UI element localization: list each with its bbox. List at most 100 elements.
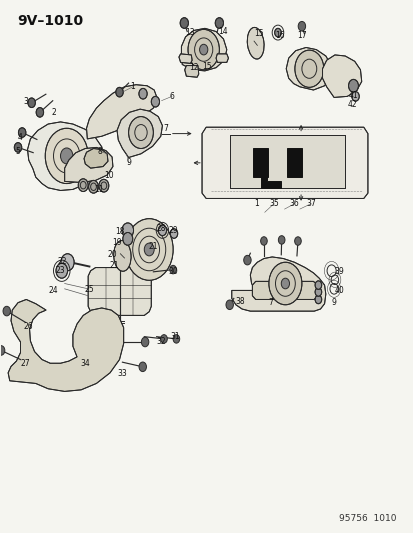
Circle shape bbox=[280, 278, 289, 289]
Polygon shape bbox=[231, 257, 325, 311]
Text: 13: 13 bbox=[185, 28, 194, 37]
Circle shape bbox=[294, 237, 301, 245]
Circle shape bbox=[139, 88, 147, 99]
Text: 5: 5 bbox=[16, 147, 20, 156]
Polygon shape bbox=[117, 109, 162, 158]
Bar bbox=[253, 148, 267, 177]
Text: 27: 27 bbox=[21, 359, 30, 368]
Text: 37: 37 bbox=[305, 199, 315, 208]
Polygon shape bbox=[322, 55, 361, 98]
Polygon shape bbox=[86, 85, 157, 139]
Circle shape bbox=[274, 28, 280, 37]
Circle shape bbox=[139, 362, 146, 372]
Circle shape bbox=[314, 295, 321, 304]
Text: 41: 41 bbox=[348, 91, 357, 100]
Circle shape bbox=[297, 21, 305, 31]
Text: 23: 23 bbox=[56, 266, 65, 275]
Text: 4: 4 bbox=[18, 133, 23, 142]
Circle shape bbox=[3, 306, 10, 316]
Circle shape bbox=[268, 262, 301, 305]
Text: 35: 35 bbox=[268, 199, 278, 208]
Circle shape bbox=[99, 179, 109, 192]
Text: 6: 6 bbox=[169, 92, 174, 101]
Text: 95756  1010: 95756 1010 bbox=[339, 514, 396, 523]
Text: 39: 39 bbox=[333, 268, 343, 276]
Circle shape bbox=[158, 225, 166, 236]
Text: 18: 18 bbox=[114, 228, 124, 237]
Circle shape bbox=[144, 243, 154, 256]
Polygon shape bbox=[27, 122, 104, 190]
Circle shape bbox=[36, 108, 43, 117]
Circle shape bbox=[125, 219, 173, 280]
Circle shape bbox=[278, 236, 284, 244]
Polygon shape bbox=[260, 163, 280, 188]
Circle shape bbox=[123, 232, 133, 245]
Circle shape bbox=[160, 335, 167, 343]
Circle shape bbox=[116, 87, 123, 97]
Text: 15: 15 bbox=[202, 62, 211, 71]
Text: 9: 9 bbox=[331, 298, 336, 307]
Circle shape bbox=[314, 288, 321, 296]
Text: 11: 11 bbox=[94, 185, 103, 194]
Text: 7: 7 bbox=[163, 124, 168, 133]
Text: 25: 25 bbox=[84, 285, 94, 294]
Circle shape bbox=[141, 337, 148, 347]
Circle shape bbox=[128, 117, 153, 149]
Circle shape bbox=[199, 44, 207, 55]
Circle shape bbox=[60, 148, 73, 164]
Text: 42: 42 bbox=[347, 100, 356, 109]
Circle shape bbox=[170, 229, 177, 238]
Text: 33: 33 bbox=[117, 369, 127, 378]
Ellipse shape bbox=[247, 27, 263, 59]
Text: 20: 20 bbox=[107, 251, 116, 260]
Text: 12: 12 bbox=[189, 63, 198, 71]
Circle shape bbox=[294, 50, 323, 87]
Text: 15: 15 bbox=[253, 29, 263, 38]
Circle shape bbox=[45, 128, 88, 183]
Text: 32: 32 bbox=[157, 337, 166, 346]
Circle shape bbox=[215, 18, 223, 28]
Bar bbox=[287, 148, 301, 177]
Text: 28: 28 bbox=[156, 224, 165, 233]
Text: 9: 9 bbox=[126, 158, 131, 167]
Polygon shape bbox=[216, 54, 228, 62]
Polygon shape bbox=[181, 28, 226, 71]
Bar bbox=[229, 135, 344, 188]
Circle shape bbox=[173, 335, 179, 343]
Ellipse shape bbox=[114, 240, 131, 271]
Circle shape bbox=[151, 96, 159, 107]
Polygon shape bbox=[88, 268, 151, 316]
Circle shape bbox=[188, 29, 219, 70]
Polygon shape bbox=[84, 149, 108, 168]
Circle shape bbox=[14, 143, 22, 152]
Text: 3: 3 bbox=[23, 97, 28, 106]
Circle shape bbox=[180, 18, 188, 28]
Circle shape bbox=[314, 281, 321, 289]
Polygon shape bbox=[252, 281, 317, 300]
Circle shape bbox=[122, 223, 133, 238]
Text: 36: 36 bbox=[289, 199, 299, 208]
Circle shape bbox=[225, 300, 233, 310]
Text: 29: 29 bbox=[168, 226, 178, 235]
Polygon shape bbox=[202, 127, 367, 198]
Text: 7: 7 bbox=[268, 298, 273, 307]
Circle shape bbox=[260, 237, 267, 245]
Text: 1: 1 bbox=[254, 199, 258, 208]
Text: 8: 8 bbox=[97, 147, 102, 156]
Bar bbox=[229, 135, 344, 188]
Text: 30: 30 bbox=[168, 268, 178, 276]
Text: 10: 10 bbox=[104, 171, 113, 180]
Text: 16: 16 bbox=[275, 31, 285, 40]
Circle shape bbox=[0, 346, 5, 355]
Text: 21: 21 bbox=[148, 242, 158, 251]
Circle shape bbox=[61, 254, 74, 271]
Text: 21: 21 bbox=[109, 261, 119, 270]
Polygon shape bbox=[64, 148, 113, 182]
Text: 1: 1 bbox=[130, 82, 135, 91]
Text: 26: 26 bbox=[24, 321, 33, 330]
Circle shape bbox=[78, 179, 88, 191]
Text: 38: 38 bbox=[235, 296, 244, 305]
Text: 22: 22 bbox=[57, 257, 66, 265]
Text: 2: 2 bbox=[52, 108, 57, 117]
Polygon shape bbox=[8, 300, 123, 391]
